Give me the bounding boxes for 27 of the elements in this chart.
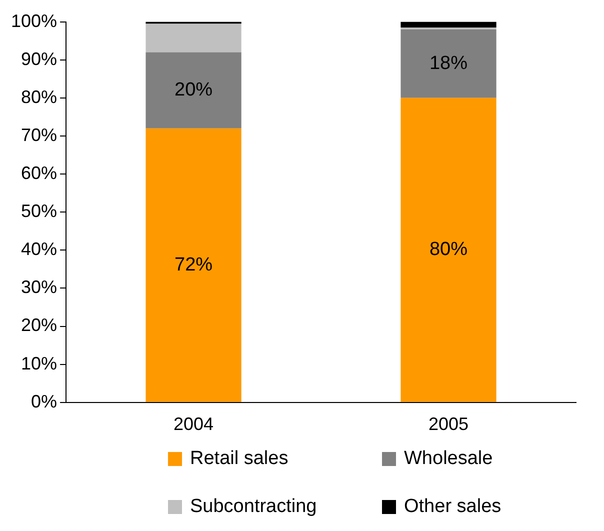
legend-label: Other sales [404, 496, 502, 518]
data-label: 80% [429, 239, 468, 260]
legend-label: Subcontracting [190, 496, 317, 518]
y-tick-label: 0% [31, 391, 58, 412]
y-tick-label: 100% [10, 10, 58, 31]
y-tick-label: 50% [21, 201, 58, 222]
bar [400, 29, 496, 98]
bar [400, 98, 496, 402]
bar [400, 22, 496, 28]
x-tick-label: 2005 [428, 414, 469, 434]
data-label: 72% [174, 254, 213, 276]
bar [146, 24, 242, 52]
y-tick-label: 10% [21, 353, 58, 374]
y-tick-label: 80% [21, 86, 58, 107]
y-tick-label: 30% [21, 277, 58, 298]
y-tick-label: 20% [21, 315, 58, 336]
bar [146, 52, 242, 128]
y-tick-label: 90% [21, 48, 58, 69]
y-tick-label: 40% [21, 239, 58, 260]
bar [146, 128, 242, 402]
data-label: 20% [174, 80, 213, 101]
y-tick-label: 70% [21, 124, 58, 145]
legend-label: Retail sales [190, 448, 288, 470]
y-tick-label: 60% [21, 163, 58, 184]
data-label: 18% [429, 52, 468, 74]
legend-label: Wholesale [404, 448, 493, 470]
x-tick-label: 2004 [174, 414, 214, 434]
